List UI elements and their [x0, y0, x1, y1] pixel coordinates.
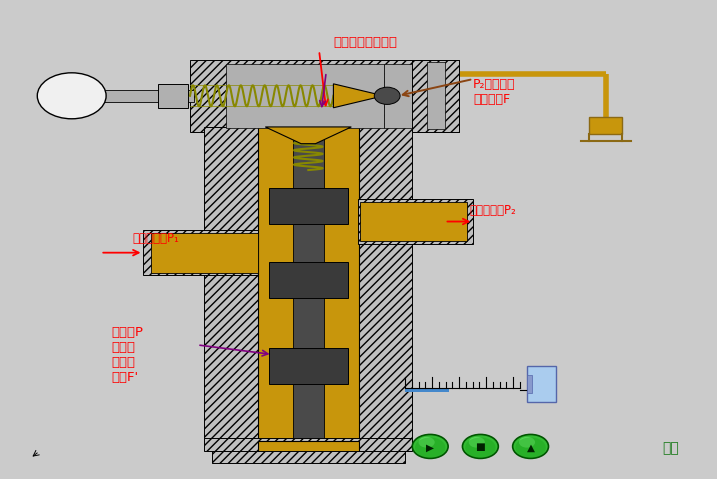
Circle shape — [516, 437, 546, 458]
Bar — [204, 438, 412, 451]
Bar — [269, 349, 348, 384]
Text: 压力差P
等于或
大于弹
簧力F': 压力差P 等于或 大于弹 簧力F' — [111, 326, 143, 384]
Bar — [143, 230, 258, 275]
Bar — [212, 451, 405, 463]
Text: 一次压力油P₁: 一次压力油P₁ — [133, 232, 179, 246]
Text: ▶: ▶ — [426, 443, 435, 452]
Bar — [158, 84, 188, 108]
Bar — [360, 202, 467, 241]
Circle shape — [469, 437, 485, 447]
Bar — [358, 199, 473, 244]
Bar — [190, 60, 459, 132]
Text: ▲: ▲ — [526, 443, 535, 452]
Bar — [258, 127, 358, 443]
Circle shape — [513, 434, 549, 458]
Bar — [589, 117, 622, 134]
Bar — [204, 127, 412, 443]
Bar — [527, 376, 532, 393]
Bar — [412, 60, 459, 132]
Polygon shape — [333, 84, 384, 108]
Text: 返回: 返回 — [662, 441, 679, 455]
Circle shape — [37, 73, 106, 119]
Bar — [151, 233, 258, 273]
Circle shape — [465, 437, 495, 458]
Text: 二次压力油P₂: 二次压力油P₂ — [470, 204, 516, 217]
Circle shape — [419, 437, 435, 447]
Bar — [72, 90, 194, 102]
Bar — [427, 62, 445, 129]
Circle shape — [519, 437, 535, 447]
Bar — [269, 262, 348, 298]
Bar — [405, 388, 449, 392]
Circle shape — [415, 437, 445, 458]
Polygon shape — [265, 127, 351, 144]
Bar — [293, 132, 324, 438]
Circle shape — [374, 87, 400, 104]
Circle shape — [412, 434, 448, 458]
Text: 由小孔溢流回油箱: 由小孔溢流回油箱 — [333, 35, 397, 49]
Circle shape — [462, 434, 498, 458]
Bar — [226, 64, 384, 128]
Bar — [269, 188, 348, 224]
Bar — [384, 64, 445, 128]
Text: ■: ■ — [475, 443, 485, 452]
Text: P₂等于或大
于弹簧力F: P₂等于或大 于弹簧力F — [473, 78, 516, 105]
Bar — [527, 366, 556, 402]
Bar — [258, 441, 358, 460]
